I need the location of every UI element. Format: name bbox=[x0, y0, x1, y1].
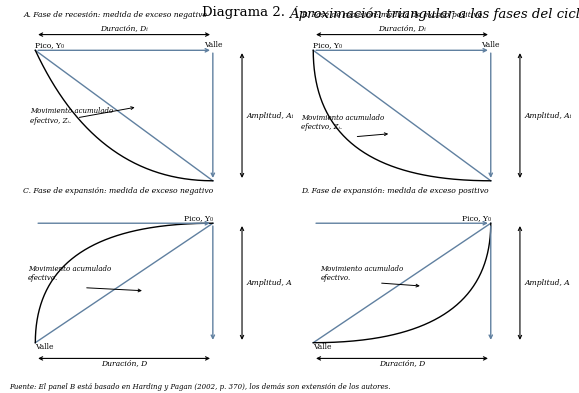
Text: Duración, Dᵢ: Duración, Dᵢ bbox=[378, 24, 426, 32]
Text: Movimiento acumulado
efectivo.: Movimiento acumulado efectivo. bbox=[28, 264, 111, 282]
Text: Valle: Valle bbox=[482, 41, 500, 49]
Text: Duración, D: Duración, D bbox=[101, 359, 147, 367]
Text: Amplitud, Aᵢ: Amplitud, Aᵢ bbox=[525, 112, 572, 119]
Text: A. Fase de recesión: medida de exceso negativo: A. Fase de recesión: medida de exceso ne… bbox=[23, 11, 207, 19]
Text: Pico, Y₀: Pico, Y₀ bbox=[461, 214, 491, 222]
Text: Amplitud, A: Amplitud, A bbox=[247, 279, 292, 287]
Text: Amplitud, A: Amplitud, A bbox=[525, 279, 570, 287]
Text: Movimiento acumulado
efectivo, Zᵢ.: Movimiento acumulado efectivo, Zᵢ. bbox=[31, 107, 113, 125]
Text: Valle: Valle bbox=[313, 343, 332, 351]
Text: Pico, Y₀: Pico, Y₀ bbox=[35, 41, 64, 49]
Text: Amplitud, Aᵢ: Amplitud, Aᵢ bbox=[247, 112, 294, 119]
Text: Movimiento acumulado
efectivo.: Movimiento acumulado efectivo. bbox=[321, 264, 404, 282]
Text: Valle: Valle bbox=[35, 343, 54, 351]
Text: B. Fase de recesión: medida de exceso positivo: B. Fase de recesión: medida de exceso po… bbox=[301, 11, 482, 19]
Text: Fuente: El panel B está basado en Harding y Pagan (2002, p. 370), los demás son : Fuente: El panel B está basado en Hardin… bbox=[9, 383, 390, 391]
Text: Movimiento acumulado
efectivo, Zᵢ.: Movimiento acumulado efectivo, Zᵢ. bbox=[301, 114, 384, 131]
Text: Áproximación triangular a las fases del ciclo: Áproximación triangular a las fases del … bbox=[290, 6, 579, 21]
Text: Duración, D: Duración, D bbox=[379, 359, 425, 367]
Text: Diagrama 2.: Diagrama 2. bbox=[202, 6, 290, 19]
Text: D. Fase de expansión: medida de exceso positivo: D. Fase de expansión: medida de exceso p… bbox=[301, 187, 489, 195]
Text: Pico, Y₀: Pico, Y₀ bbox=[313, 41, 342, 49]
Text: C. Fase de expansión: medida de exceso negativo: C. Fase de expansión: medida de exceso n… bbox=[23, 187, 214, 195]
Text: Pico, Y₀: Pico, Y₀ bbox=[184, 214, 213, 222]
Text: Valle: Valle bbox=[204, 41, 222, 49]
Text: Duración, Dᵢ: Duración, Dᵢ bbox=[100, 24, 148, 32]
